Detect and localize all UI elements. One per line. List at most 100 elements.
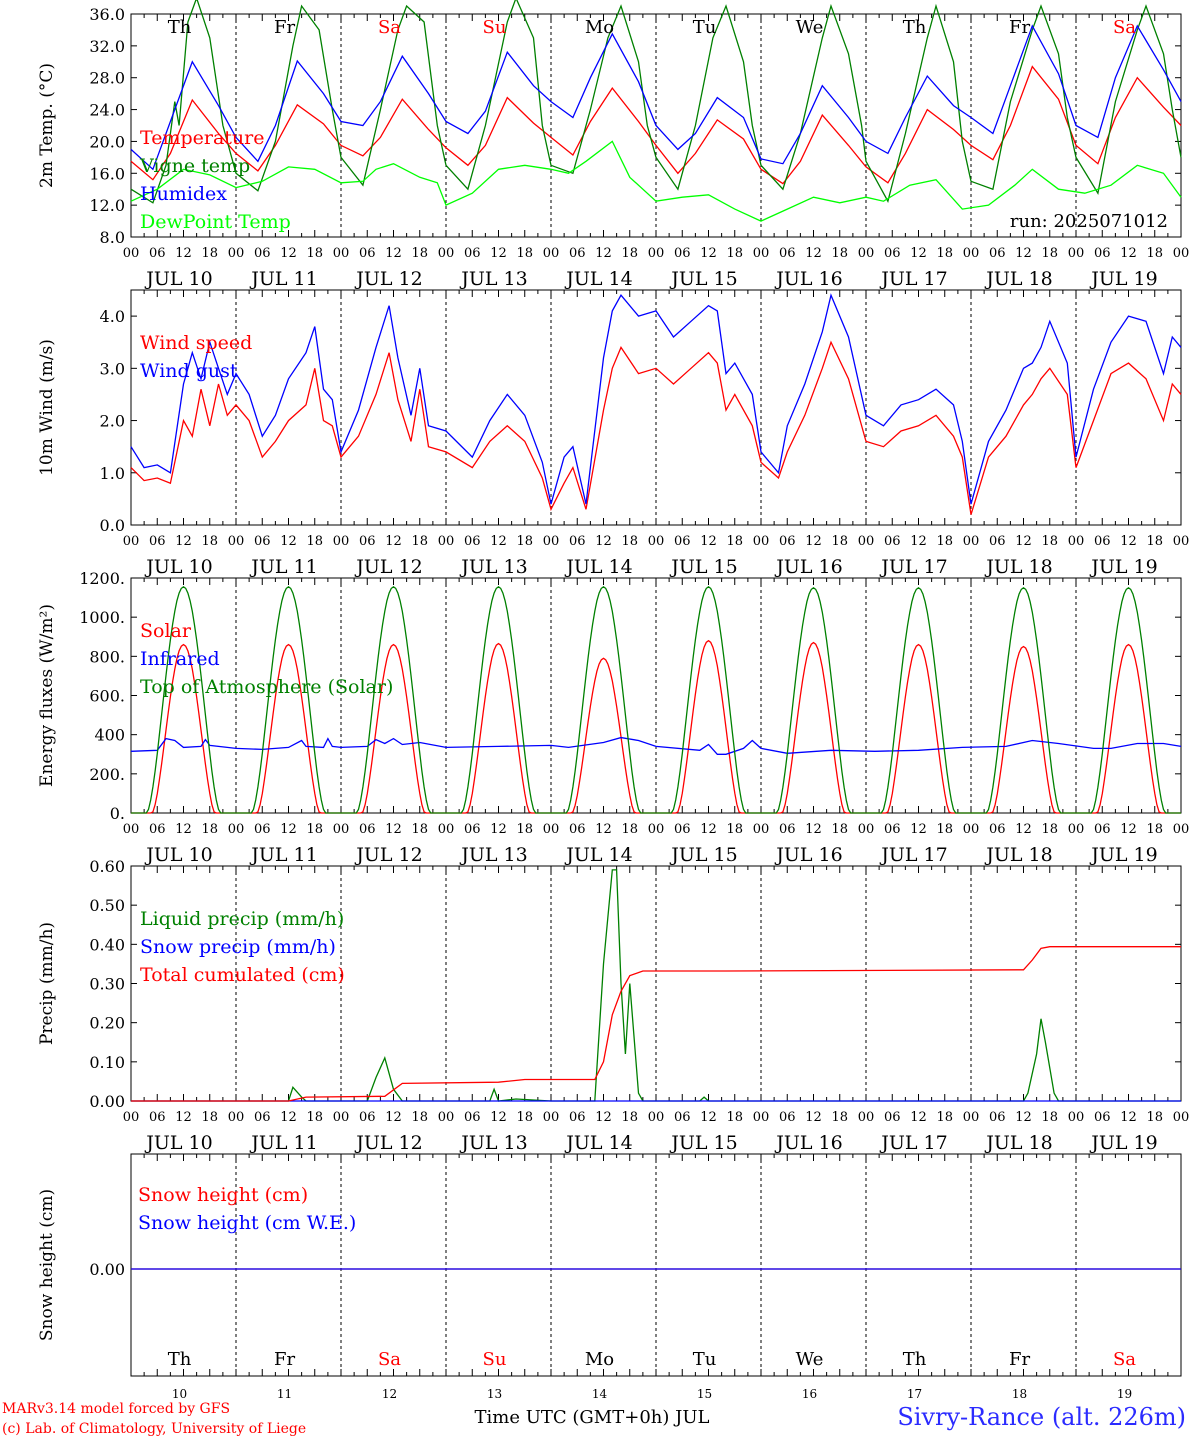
date-label: JUL 17 <box>879 1132 947 1154</box>
hour-tick-label: 18 <box>831 822 848 837</box>
day-number: 16 <box>802 1387 817 1401</box>
y-tick-label: 4.0 <box>100 307 125 326</box>
hour-tick-label: 18 <box>306 822 323 837</box>
hour-tick-label: 18 <box>411 1110 428 1125</box>
date-label: JUL 12 <box>354 844 422 866</box>
hour-tick-label: 18 <box>936 246 953 261</box>
hour-tick-label: 18 <box>831 1110 848 1125</box>
hour-tick-label: 06 <box>779 246 796 261</box>
hour-tick-label: 18 <box>201 534 218 549</box>
series-line-humidex <box>130 24 1182 171</box>
hour-tick-label: 18 <box>621 822 638 837</box>
series-line-dewpoint-temp <box>130 140 1182 222</box>
hour-tick-label: 12 <box>1015 1110 1032 1125</box>
day-number: 13 <box>487 1387 502 1401</box>
series-line-liquid-precip-mm-h- <box>131 869 1181 1102</box>
hour-tick-label: 00 <box>123 246 140 261</box>
hour-tick-label: 06 <box>674 246 691 261</box>
legend-entry: Wind speed <box>140 332 252 354</box>
y-tick-label: 1.0 <box>100 464 125 483</box>
y-tick-label: 16.0 <box>89 164 125 183</box>
credit-line-model: MARv3.14 model forced by GFS <box>2 1401 231 1417</box>
date-label: JUL 13 <box>459 268 527 290</box>
date-label: JUL 10 <box>144 556 212 578</box>
hour-tick-label: 06 <box>989 1110 1006 1125</box>
station-name: Sivry-Rance (alt. 226m) <box>897 1403 1186 1431</box>
hour-tick-label: 18 <box>516 246 533 261</box>
legend-entry: Temperature <box>140 127 264 149</box>
date-label: JUL 19 <box>1089 844 1157 866</box>
date-label: JUL 16 <box>774 556 842 578</box>
hour-tick-label: 12 <box>175 822 192 837</box>
hour-tick-label: 12 <box>385 822 402 837</box>
hour-tick-label: 00 <box>858 246 875 261</box>
hour-tick-label: 06 <box>674 1110 691 1125</box>
legend-entry: Humidex <box>140 183 227 205</box>
hour-tick-label: 06 <box>884 246 901 261</box>
hour-tick-label: 00 <box>648 822 665 837</box>
hour-tick-label: 12 <box>805 1110 822 1125</box>
hour-tick-label: 12 <box>700 534 717 549</box>
hour-tick-label: 00 <box>753 246 770 261</box>
y-tick-label: 12.0 <box>89 196 125 215</box>
day-number: 19 <box>1117 1387 1132 1401</box>
hour-tick-label: 00 <box>333 1110 350 1125</box>
y-tick-label: 0.00 <box>89 1260 125 1279</box>
hour-tick-label: 18 <box>1041 246 1058 261</box>
legend-entry: DewPoint Temp <box>140 211 291 233</box>
y-tick-label: 0.30 <box>89 975 125 994</box>
y-tick-label: 0.0 <box>100 516 125 535</box>
hour-tick-label: 12 <box>700 822 717 837</box>
hour-tick-label: 12 <box>1120 246 1137 261</box>
legend-entry: Solar <box>140 620 192 642</box>
date-label: JUL 17 <box>879 556 947 578</box>
hour-tick-label: 12 <box>910 822 927 837</box>
day-name-bottom: We <box>796 1349 824 1370</box>
date-label: JUL 10 <box>144 844 212 866</box>
series-line-total-cumulated-cm- <box>131 946 1181 1102</box>
hour-tick-label: 12 <box>1120 822 1137 837</box>
hour-tick-label: 18 <box>936 534 953 549</box>
hour-tick-label: 00 <box>1173 1110 1190 1125</box>
hour-tick-label: 18 <box>831 246 848 261</box>
hour-tick-label: 00 <box>963 822 980 837</box>
date-label: JUL 11 <box>249 268 317 290</box>
hour-tick-label: 12 <box>1120 1110 1137 1125</box>
day-name-bottom: Fr <box>274 1349 295 1370</box>
date-label: JUL 18 <box>984 268 1052 290</box>
hour-tick-label: 12 <box>385 534 402 549</box>
hour-tick-label: 00 <box>123 534 140 549</box>
day-name-top: Sa <box>1113 17 1136 38</box>
run-label: run: 2025071012 <box>1010 211 1168 232</box>
day-number: 12 <box>382 1387 397 1401</box>
legend-entry: Total cumulated (cm) <box>140 964 345 986</box>
hour-tick-label: 12 <box>1015 534 1032 549</box>
hour-tick-label: 06 <box>884 534 901 549</box>
hour-tick-label: 18 <box>306 534 323 549</box>
day-name-bottom: Tu <box>693 1349 717 1370</box>
x-axis-title: Time UTC (GMT+0h) JUL <box>475 1407 710 1428</box>
hour-tick-label: 00 <box>1173 246 1190 261</box>
day-name-top: Th <box>903 17 927 38</box>
date-label: JUL 14 <box>564 1132 632 1154</box>
hour-tick-label: 06 <box>149 1110 166 1125</box>
credit-line-lab: (c) Lab. of Climatology, University of L… <box>2 1421 307 1437</box>
hour-tick-label: 12 <box>910 246 927 261</box>
hour-tick-label: 18 <box>1146 1110 1163 1125</box>
day-name-top: Fr <box>274 17 295 38</box>
series-line-vigne-temp <box>130 0 1182 204</box>
y-tick-label: 0.50 <box>89 896 125 915</box>
date-label: JUL 17 <box>879 268 947 290</box>
hour-tick-label: 18 <box>621 534 638 549</box>
y-tick-label: 36.0 <box>89 5 125 24</box>
hour-tick-label: 06 <box>1094 534 1111 549</box>
legend-entry: Snow height (cm W.E.) <box>138 1212 356 1234</box>
legend-entry: Snow height (cm) <box>138 1184 308 1206</box>
hour-tick-label: 12 <box>175 534 192 549</box>
series-line-infrared <box>130 736 1182 755</box>
hour-tick-label: 18 <box>1041 822 1058 837</box>
hour-tick-label: 06 <box>464 822 481 837</box>
hour-tick-label: 12 <box>175 1110 192 1125</box>
day-name-top: Fr <box>1009 17 1030 38</box>
date-label: JUL 12 <box>354 1132 422 1154</box>
